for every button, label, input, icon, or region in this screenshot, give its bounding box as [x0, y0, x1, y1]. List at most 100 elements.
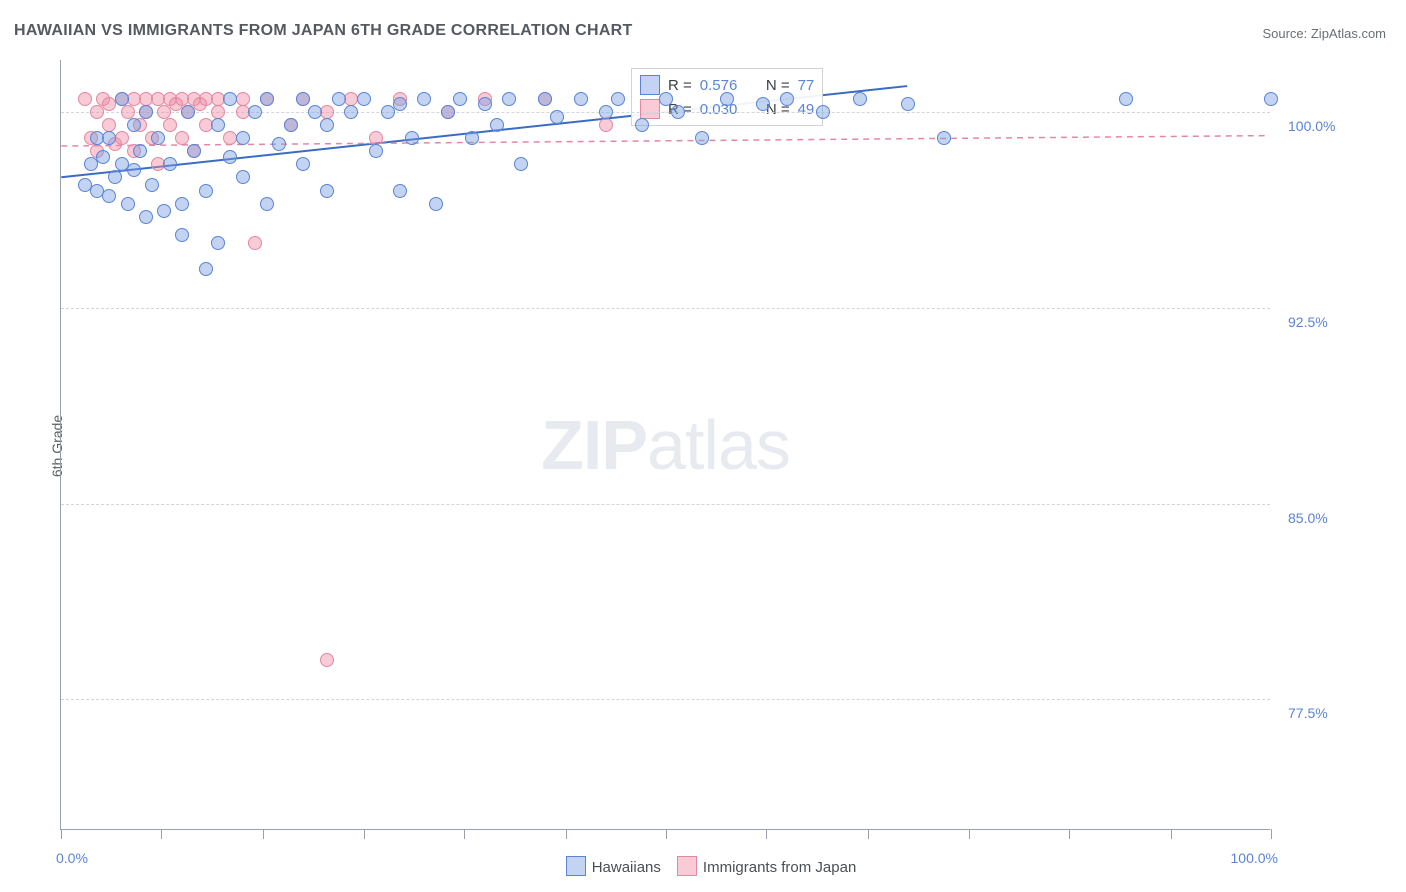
data-point — [163, 157, 177, 171]
data-point — [514, 157, 528, 171]
data-point — [357, 92, 371, 106]
data-point — [181, 105, 195, 119]
x-tick — [766, 829, 767, 839]
data-point — [611, 92, 625, 106]
x-axis-max-label: 100.0% — [1231, 850, 1278, 866]
data-point — [115, 131, 129, 145]
data-point — [320, 653, 334, 667]
data-point — [901, 97, 915, 111]
data-point — [453, 92, 467, 106]
x-tick — [161, 829, 162, 839]
gridline — [61, 504, 1270, 505]
data-point — [393, 97, 407, 111]
x-tick — [464, 829, 465, 839]
x-tick — [61, 829, 62, 839]
y-tick-label: 100.0% — [1288, 118, 1335, 134]
data-point — [260, 92, 274, 106]
watermark-rest: atlas — [647, 406, 790, 484]
plot-area: ZIPatlas R = 0.576 N = 77R = 0.030 N = 4… — [60, 60, 1270, 830]
data-point — [211, 236, 225, 250]
data-point — [139, 105, 153, 119]
data-point — [248, 105, 262, 119]
data-point — [816, 105, 830, 119]
data-point — [937, 131, 951, 145]
watermark-bold: ZIP — [541, 406, 647, 484]
data-point — [478, 97, 492, 111]
data-point — [151, 131, 165, 145]
data-point — [393, 184, 407, 198]
data-point — [139, 210, 153, 224]
data-point — [272, 137, 286, 151]
data-point — [369, 144, 383, 158]
data-point — [102, 118, 116, 132]
data-point — [344, 105, 358, 119]
stat-r-label: R = — [668, 77, 692, 94]
x-axis-min-label: 0.0% — [56, 850, 88, 866]
stat-n-value: 77 — [798, 77, 815, 94]
data-point — [405, 131, 419, 145]
data-point — [175, 197, 189, 211]
data-point — [121, 105, 135, 119]
x-tick — [566, 829, 567, 839]
data-point — [115, 92, 129, 106]
data-point — [780, 92, 794, 106]
watermark: ZIPatlas — [541, 405, 790, 485]
data-point — [211, 118, 225, 132]
data-point — [157, 204, 171, 218]
data-point — [599, 105, 613, 119]
data-point — [163, 118, 177, 132]
data-point — [133, 144, 147, 158]
legend-label: Hawaiians — [592, 859, 661, 876]
data-point — [320, 184, 334, 198]
data-point — [284, 118, 298, 132]
data-point — [659, 92, 673, 106]
data-point — [236, 170, 250, 184]
data-point — [599, 118, 613, 132]
data-point — [260, 197, 274, 211]
x-tick — [1069, 829, 1070, 839]
data-point — [175, 131, 189, 145]
chart-title: HAWAIIAN VS IMMIGRANTS FROM JAPAN 6TH GR… — [14, 22, 633, 40]
data-point — [127, 118, 141, 132]
x-tick — [666, 829, 667, 839]
data-point — [175, 228, 189, 242]
data-point — [671, 105, 685, 119]
data-point — [320, 118, 334, 132]
data-point — [187, 144, 201, 158]
data-point — [102, 189, 116, 203]
legend: HawaiiansImmigrants from Japan — [0, 856, 1406, 876]
data-point — [1119, 92, 1133, 106]
legend-swatch — [677, 856, 697, 876]
x-tick — [263, 829, 264, 839]
data-point — [550, 110, 564, 124]
data-point — [223, 150, 237, 164]
source-attribution: Source: ZipAtlas.com — [1262, 26, 1386, 41]
data-point — [102, 131, 116, 145]
data-point — [236, 92, 250, 106]
data-point — [236, 131, 250, 145]
data-point — [248, 236, 262, 250]
data-point — [332, 92, 346, 106]
x-tick — [969, 829, 970, 839]
y-tick-label: 85.0% — [1288, 510, 1328, 526]
data-point — [502, 92, 516, 106]
data-point — [96, 150, 110, 164]
data-point — [635, 118, 649, 132]
data-point — [320, 105, 334, 119]
gridline — [61, 699, 1270, 700]
data-point — [211, 105, 225, 119]
data-point — [78, 92, 92, 106]
gridline — [61, 308, 1270, 309]
data-point — [538, 92, 552, 106]
data-point — [429, 197, 443, 211]
data-point — [417, 92, 431, 106]
data-point — [1264, 92, 1278, 106]
x-tick — [868, 829, 869, 839]
chart-container: HAWAIIAN VS IMMIGRANTS FROM JAPAN 6TH GR… — [0, 0, 1406, 892]
stat-r-value: 0.576 — [700, 77, 738, 94]
data-point — [296, 92, 310, 106]
data-point — [199, 184, 213, 198]
x-tick — [1271, 829, 1272, 839]
data-point — [369, 131, 383, 145]
data-point — [853, 92, 867, 106]
